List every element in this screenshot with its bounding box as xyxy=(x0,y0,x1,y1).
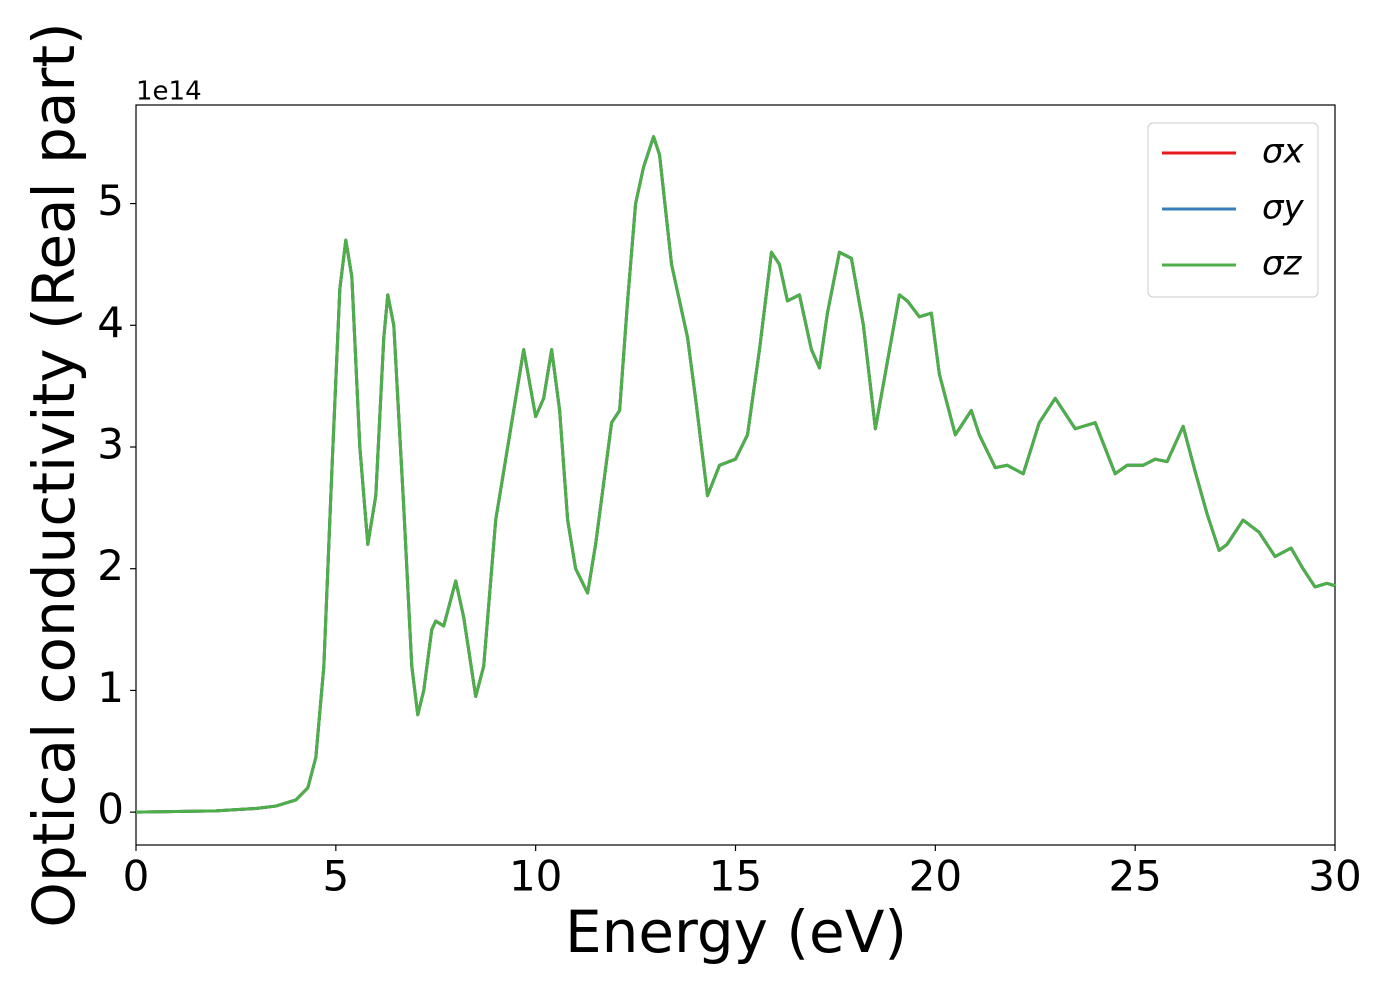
x-tick-label: 5 xyxy=(322,852,349,901)
y-tick-label: 3 xyxy=(97,420,124,469)
y-tick-label: 5 xyxy=(97,176,124,225)
x-tick-label: 10 xyxy=(509,852,562,901)
x-axis-label: Energy (eV) xyxy=(565,898,907,966)
series-line xyxy=(135,135,1336,814)
legend-label: σx xyxy=(1262,132,1305,172)
x-tick-label: 30 xyxy=(1308,852,1361,901)
x-tick-label: 25 xyxy=(1108,852,1161,901)
x-tick-label: 0 xyxy=(123,852,150,901)
y-tick-label: 2 xyxy=(97,541,124,590)
x-tick-label: 15 xyxy=(709,852,762,901)
offset-label: 1e14 xyxy=(136,77,202,107)
y-tick-label: 0 xyxy=(97,785,124,834)
legend-label: σy xyxy=(1262,188,1305,228)
legend-label: σz xyxy=(1262,244,1303,284)
y-axis-label: Optical conductivity (Real part) xyxy=(20,22,88,927)
y-tick-label: 1 xyxy=(97,663,124,712)
x-tick-label: 20 xyxy=(909,852,962,901)
y-tick-label: 4 xyxy=(97,298,124,347)
